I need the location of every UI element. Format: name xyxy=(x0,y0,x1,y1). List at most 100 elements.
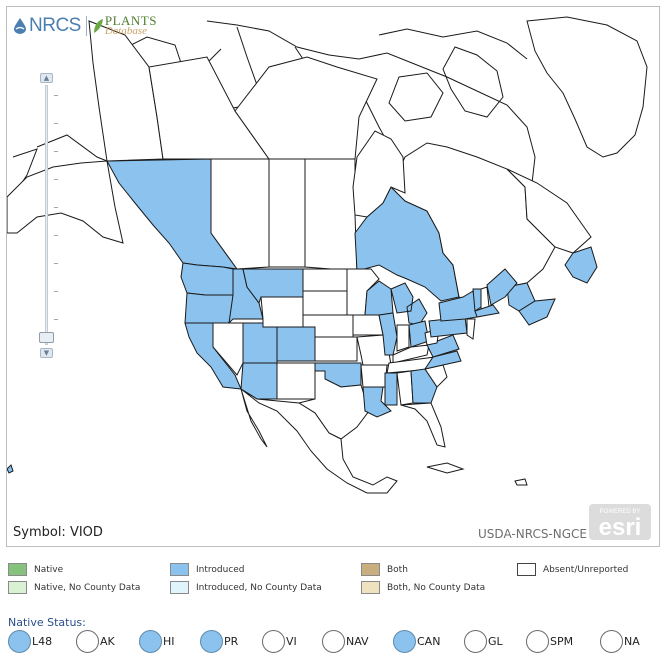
legend-absent: Absent/Unreported xyxy=(517,563,628,576)
state-ms xyxy=(384,372,398,406)
status-radio-icon[interactable] xyxy=(464,630,487,653)
status-radio-icon[interactable] xyxy=(200,630,223,653)
legend-swatch-introduced xyxy=(170,563,189,576)
zoom-tick xyxy=(54,291,58,292)
legend-native-no-county: Native, No County Data xyxy=(8,581,140,594)
leaf-icon xyxy=(93,19,103,33)
zoom-slider-thumb[interactable] xyxy=(39,332,54,343)
state-ut xyxy=(242,322,278,364)
legend-label: Introduced, No County Data xyxy=(196,582,322,593)
zoom-tick xyxy=(54,207,58,208)
north-america-map[interactable] xyxy=(7,7,660,547)
database-logo-text: Database xyxy=(104,25,148,37)
legend-native: Native xyxy=(8,563,63,576)
state-nv xyxy=(212,322,244,376)
status-vi[interactable]: VI xyxy=(262,630,297,653)
state-co xyxy=(276,326,316,362)
legend-label: Absent/Unreported xyxy=(543,564,629,575)
zoom-tick xyxy=(54,319,58,320)
status-na[interactable]: NA xyxy=(600,630,640,653)
status-radio-icon[interactable] xyxy=(139,630,162,653)
province-nunavut xyxy=(234,56,378,160)
zoom-in-button[interactable]: ▲ xyxy=(40,73,53,83)
status-pr[interactable]: PR xyxy=(200,630,238,653)
distribution-map[interactable]: NRCS PLANTS Database ▲ ▼ Symbol: VIOD US… xyxy=(6,6,660,547)
symbol-label: Symbol: VIOD xyxy=(13,525,103,540)
status-radio-icon[interactable] xyxy=(600,630,623,653)
state-az xyxy=(240,362,278,400)
state-ky xyxy=(392,344,430,364)
province-yukon xyxy=(88,20,164,162)
status-radio-icon[interactable] xyxy=(76,630,99,653)
status-radio-icon[interactable] xyxy=(526,630,549,653)
status-ak[interactable]: AK xyxy=(76,630,115,653)
legend-swatch-absent xyxy=(517,563,536,576)
status-label: L48 xyxy=(32,635,53,648)
state-ia xyxy=(352,314,384,336)
alaska[interactable] xyxy=(7,160,124,244)
legend-label: Native xyxy=(34,564,64,575)
state-ma xyxy=(474,304,500,318)
legend-swatch-native xyxy=(8,563,27,576)
hawaii[interactable] xyxy=(7,464,14,474)
province-manitoba xyxy=(304,158,358,272)
logo-divider xyxy=(85,16,87,36)
legend-both: Both xyxy=(361,563,408,576)
status-hi[interactable]: HI xyxy=(139,630,175,653)
legend-label: Both, No County Data xyxy=(387,582,486,593)
province-newfoundland xyxy=(564,246,598,284)
zoom-out-button[interactable]: ▼ xyxy=(40,348,53,358)
status-radio-icon[interactable] xyxy=(8,630,31,653)
status-gl[interactable]: GL xyxy=(464,630,503,653)
legend-both-no-county: Both, No County Data xyxy=(361,581,485,594)
status-label: HI xyxy=(163,635,175,648)
state-ar xyxy=(360,364,388,388)
state-nc xyxy=(423,350,462,370)
mexico[interactable] xyxy=(240,388,398,494)
state-nj xyxy=(466,318,476,340)
nrcs-drop-icon xyxy=(14,18,26,34)
esri-text: esri xyxy=(599,514,642,540)
nrcs-logo-text: NRCS xyxy=(29,15,81,36)
plants-logo-text: PLANTS xyxy=(104,13,157,28)
state-or xyxy=(184,292,234,324)
zoom-tick xyxy=(54,179,58,180)
nrcs-plants-logo[interactable]: NRCS PLANTS Database xyxy=(13,13,157,37)
legend-swatch-both-no-county xyxy=(361,581,380,594)
zoom-tick xyxy=(54,151,58,152)
legend-introduced-no-county: Introduced, No County Data xyxy=(170,581,322,594)
legend-label: Native, No County Data xyxy=(34,582,141,593)
status-radio-icon[interactable] xyxy=(393,630,416,653)
state-me xyxy=(486,268,518,306)
legend-label: Introduced xyxy=(196,564,245,575)
status-l48[interactable]: L48 xyxy=(8,630,52,653)
zoom-tick xyxy=(54,235,58,236)
esri-logo: POWERED BY esri xyxy=(589,504,651,540)
legend-introduced: Introduced xyxy=(170,563,245,576)
canada-provinces[interactable] xyxy=(88,20,598,326)
state-vt xyxy=(472,288,482,312)
status-label: NAV xyxy=(346,635,369,648)
native-status-heading: Native Status: xyxy=(8,616,86,629)
status-label: GL xyxy=(488,635,503,648)
state-in xyxy=(396,324,410,352)
legend-label: Both xyxy=(387,564,408,575)
hudson-bay xyxy=(352,130,406,218)
state-wa xyxy=(180,262,234,296)
state-nm xyxy=(276,362,316,400)
caribbean-islands xyxy=(426,462,528,486)
us-states[interactable] xyxy=(180,262,518,448)
state-la xyxy=(362,386,392,418)
status-spm[interactable]: SPM xyxy=(526,630,573,653)
province-saskatchewan xyxy=(268,158,306,268)
zoom-slider-track[interactable] xyxy=(45,85,48,345)
status-radio-icon[interactable] xyxy=(322,630,345,653)
state-nd xyxy=(302,268,348,292)
status-radio-icon[interactable] xyxy=(262,630,285,653)
status-nav[interactable]: NAV xyxy=(322,630,369,653)
status-label: CAN xyxy=(417,635,441,648)
status-can[interactable]: CAN xyxy=(393,630,440,653)
status-label: SPM xyxy=(550,635,574,648)
state-al xyxy=(396,370,414,406)
legend-swatch-both xyxy=(361,563,380,576)
